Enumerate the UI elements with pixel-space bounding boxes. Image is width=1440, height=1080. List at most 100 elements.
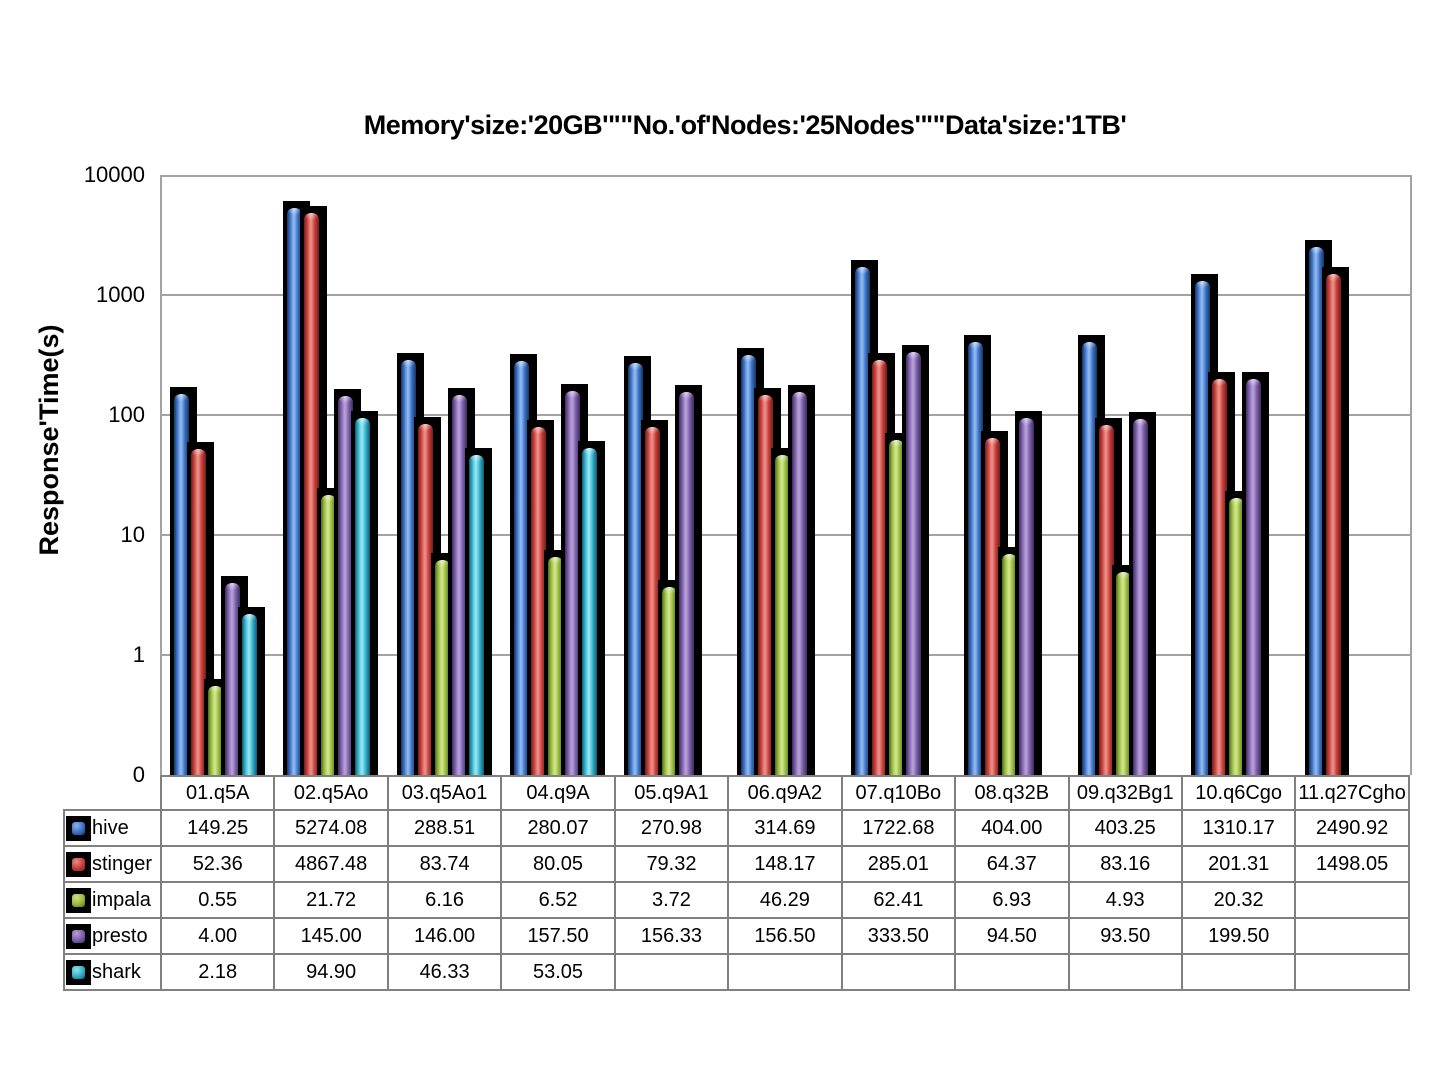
bar-presto-09.q32Bg1 xyxy=(1132,419,1148,775)
column-header-04.q9A: 04.q9A xyxy=(500,775,616,811)
bar-impala-03.q5Ao1 xyxy=(434,560,450,775)
value-cell-stinger-10.q6Cgo: 201.31 xyxy=(1180,845,1297,883)
bar-group-03.q5Ao1 xyxy=(389,175,502,775)
value-cell-impala-06.q9A2: 46.29 xyxy=(727,881,843,919)
table-corner-cell xyxy=(64,776,161,810)
value-cell-presto-06.q9A2: 156.50 xyxy=(727,917,843,955)
bar-hive-08.q32B xyxy=(968,342,984,775)
value-cell-presto-04.q9A: 157.50 xyxy=(500,917,616,955)
bar-hive-09.q32Bg1 xyxy=(1081,342,1097,775)
bar-stinger-07.q10Bo xyxy=(871,360,887,775)
legend-cell-impala: impala xyxy=(63,881,162,919)
value-cell-shark-02.q5Ao: 94.90 xyxy=(273,953,389,991)
value-cell-shark-11.q27Cgho xyxy=(1294,953,1410,991)
bar-hive-03.q5Ao1 xyxy=(400,360,416,775)
bar-hive-01.q5A xyxy=(174,394,189,775)
bar-impala-08.q32B xyxy=(1002,554,1018,775)
bar-groups-container xyxy=(162,175,1410,775)
legend-swatch-presto xyxy=(66,923,91,949)
value-cell-stinger-08.q32B: 64.37 xyxy=(954,845,1070,883)
bar-hive-02.q5Ao xyxy=(287,208,303,775)
value-cell-hive-11.q27Cgho: 2490.92 xyxy=(1294,809,1410,847)
column-header-10.q6Cgo: 10.q6Cgo xyxy=(1180,775,1297,811)
column-header-05.q9A1: 05.q9A1 xyxy=(613,775,730,811)
bar-impala-04.q9A xyxy=(548,557,564,775)
gridline xyxy=(162,175,1410,177)
bar-presto-03.q5Ao1 xyxy=(451,395,467,775)
value-cell-stinger-06.q9A2: 148.17 xyxy=(727,845,843,883)
value-cell-impala-01.q5A: 0.55 xyxy=(159,881,276,919)
series-label: presto xyxy=(92,924,148,947)
value-cell-impala-05.q9A1: 3.72 xyxy=(613,881,730,919)
bar-stinger-02.q5Ao xyxy=(304,213,320,775)
bar-impala-01.q5A xyxy=(208,686,223,775)
bar-shark-01.q5A xyxy=(242,614,257,775)
legend-cell-stinger: stinger xyxy=(63,845,162,883)
table-row-hive: hive 149.25 5274.08 288.51 280.07 270.98 314.6… xyxy=(63,809,1410,847)
chart-title: Memory'size:'20GB'""No.'of'Nodes:'25Node… xyxy=(363,110,1127,140)
bar-presto-10.q6Cgo xyxy=(1246,379,1262,775)
value-cell-hive-01.q5A: 149.25 xyxy=(159,809,276,847)
value-cell-stinger-09.q32Bg1: 83.16 xyxy=(1067,845,1183,883)
value-cell-shark-06.q9A2 xyxy=(727,953,843,991)
value-cell-shark-10.q6Cgo xyxy=(1180,953,1297,991)
value-cell-shark-09.q32Bg1 xyxy=(1067,953,1183,991)
value-cell-shark-07.q10Bo xyxy=(840,953,957,991)
value-cell-presto-01.q5A: 4.00 xyxy=(159,917,276,955)
value-cell-stinger-04.q9A: 80.05 xyxy=(500,845,616,883)
bar-impala-06.q9A2 xyxy=(775,455,791,775)
bar-presto-01.q5A xyxy=(225,583,240,775)
bar-hive-11.q27Cgho xyxy=(1308,247,1324,775)
series-label: stinger xyxy=(92,852,153,875)
column-header-08.q32B: 08.q32B xyxy=(954,775,1070,811)
column-header-03.q5Ao1: 03.q5Ao1 xyxy=(386,775,503,811)
value-cell-impala-08.q32B: 6.93 xyxy=(954,881,1070,919)
column-header-02.q5Ao: 02.q5Ao xyxy=(273,775,389,811)
bar-shark-03.q5Ao1 xyxy=(468,455,484,775)
bar-stinger-03.q5Ao1 xyxy=(417,424,433,775)
series-label: hive xyxy=(92,816,129,839)
legend-swatch-stinger xyxy=(66,851,91,877)
value-cell-presto-05.q9A1: 156.33 xyxy=(613,917,730,955)
table-row-impala: impala 0.55 21.72 6.16 6.52 3.72 46.29 62.41 6.9… xyxy=(63,881,1410,919)
column-header-07.q10Bo: 07.q10Bo xyxy=(840,775,957,811)
value-cell-stinger-11.q27Cgho: 1498.05 xyxy=(1294,845,1410,883)
value-cell-presto-09.q32Bg1: 93.50 xyxy=(1067,917,1183,955)
data-table: 01.q5A 02.q5Ao 03.q5Ao1 04.q9A 05.q9A1 06.q9A… xyxy=(63,775,1410,991)
bar-shark-04.q9A xyxy=(582,448,598,775)
bar-presto-04.q9A xyxy=(565,391,581,775)
bar-presto-05.q9A1 xyxy=(678,392,694,775)
bar-presto-07.q10Bo xyxy=(905,352,921,775)
value-cell-shark-05.q9A1 xyxy=(613,953,730,991)
value-cell-impala-09.q32Bg1: 4.93 xyxy=(1067,881,1183,919)
bar-stinger-08.q32B xyxy=(985,438,1001,775)
bar-group-07.q10Bo xyxy=(843,175,956,775)
value-cell-presto-11.q27Cgho xyxy=(1294,917,1410,955)
column-header-09.q32Bg1: 09.q32Bg1 xyxy=(1067,775,1183,811)
bar-stinger-05.q9A1 xyxy=(644,427,660,775)
column-header-06.q9A2: 06.q9A2 xyxy=(727,775,843,811)
legend-swatch-hive xyxy=(66,815,91,841)
y-tick-label: 10000 xyxy=(83,162,145,187)
value-cell-stinger-07.q10Bo: 285.01 xyxy=(840,845,957,883)
bar-hive-07.q10Bo xyxy=(854,267,870,775)
value-cell-hive-02.q5Ao: 5274.08 xyxy=(273,809,389,847)
bar-impala-05.q9A1 xyxy=(661,587,677,775)
value-cell-impala-04.q9A: 6.52 xyxy=(500,881,616,919)
y-tick-label: 100 xyxy=(108,402,145,427)
bar-stinger-06.q9A2 xyxy=(758,395,774,775)
value-cell-hive-09.q32Bg1: 403.25 xyxy=(1067,809,1183,847)
bar-group-05.q9A1 xyxy=(616,175,729,775)
series-label: shark xyxy=(92,960,141,983)
value-cell-shark-08.q32B xyxy=(954,953,1070,991)
bar-shark-02.q5Ao xyxy=(355,418,371,775)
bar-stinger-10.q6Cgo xyxy=(1212,379,1228,775)
bar-group-10.q6Cgo xyxy=(1183,175,1296,775)
value-cell-impala-03.q5Ao1: 6.16 xyxy=(386,881,503,919)
value-cell-hive-03.q5Ao1: 288.51 xyxy=(386,809,503,847)
legend-swatch-shark xyxy=(66,959,91,985)
bar-impala-10.q6Cgo xyxy=(1229,498,1245,775)
value-cell-presto-10.q6Cgo: 199.50 xyxy=(1180,917,1297,955)
column-header-11.q27Cgho: 11.q27Cgho xyxy=(1294,775,1410,811)
